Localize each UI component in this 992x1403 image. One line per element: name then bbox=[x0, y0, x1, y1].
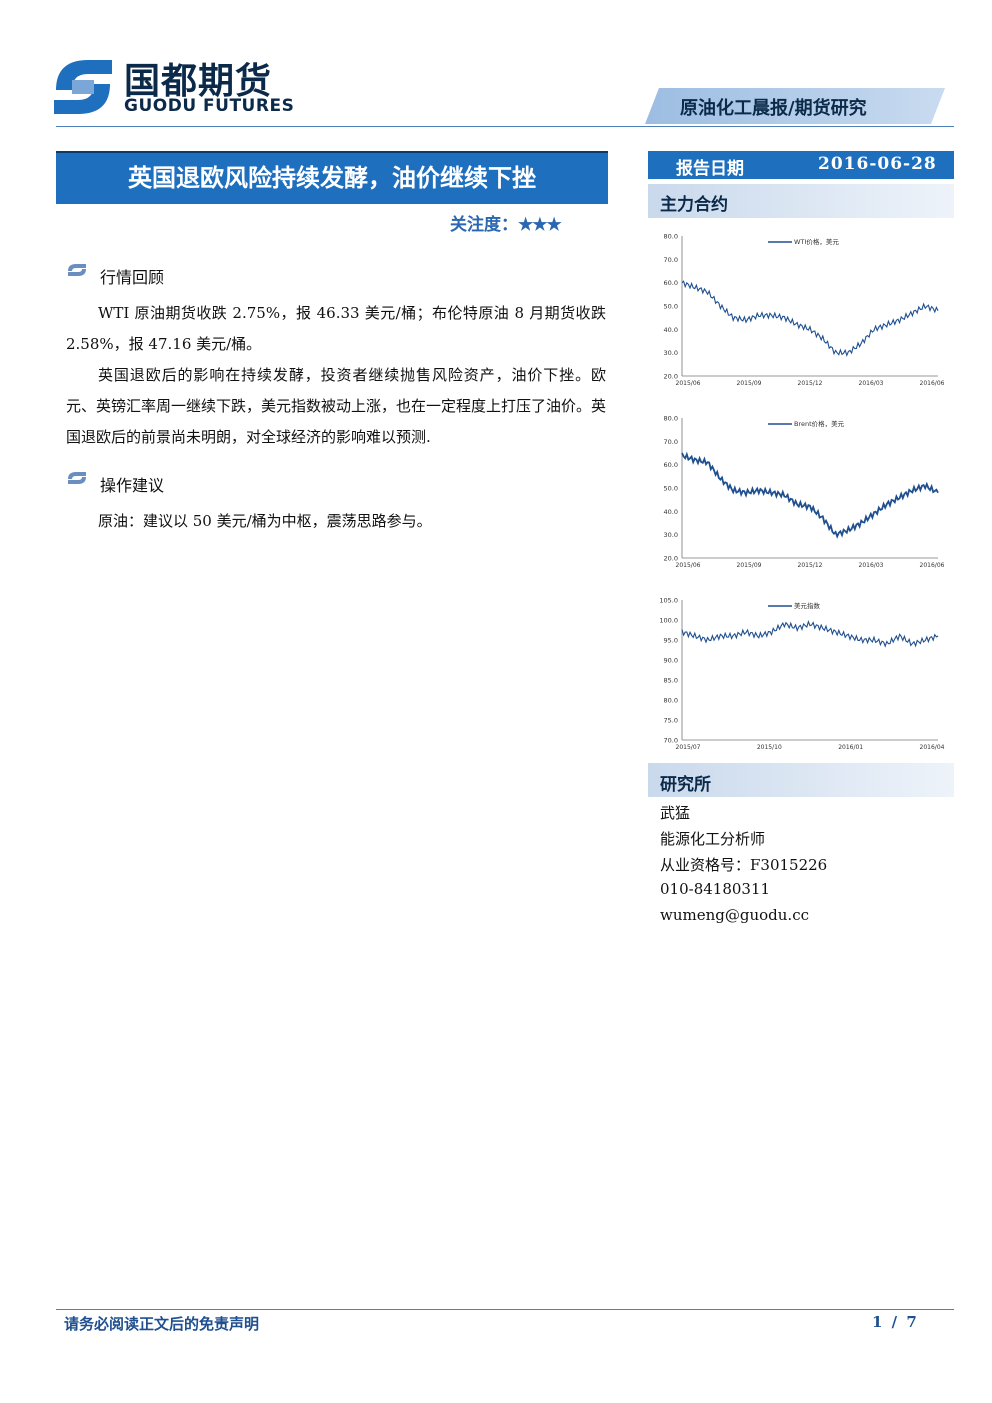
y-tick-label: 80.0 bbox=[664, 415, 678, 423]
review-paragraph-2: 英国退欧后的影响在持续发酵，投资者继续抛售风险资产，油价下挫。欧元、英镑汇率周一… bbox=[66, 366, 607, 446]
y-tick-label: 80.0 bbox=[664, 697, 678, 705]
y-tick-label: 30.0 bbox=[664, 531, 678, 539]
x-tick-label: 2016/06 bbox=[920, 562, 945, 569]
x-tick-label: 2015/09 bbox=[737, 380, 762, 387]
y-tick-label: 105.0 bbox=[659, 597, 678, 605]
page-number: 1 / 7 bbox=[872, 1313, 919, 1331]
section-bullet-icon bbox=[68, 264, 86, 276]
report-type-banner bbox=[645, 88, 945, 124]
x-tick-label: 2015/10 bbox=[757, 744, 782, 751]
analyst-name: 武猛 bbox=[660, 804, 691, 822]
brand-name-cn: 国都期货 bbox=[124, 61, 273, 102]
y-tick-label: 30.0 bbox=[664, 349, 678, 357]
footer-rule bbox=[56, 1309, 954, 1310]
x-tick-label: 2015/07 bbox=[676, 744, 701, 751]
y-tick-label: 85.0 bbox=[664, 677, 678, 685]
legend-label: Brent价格，美元 bbox=[794, 419, 845, 428]
y-tick-label: 60.0 bbox=[664, 461, 678, 469]
series-line bbox=[681, 280, 939, 357]
x-tick-label: 2016/04 bbox=[920, 744, 945, 751]
y-tick-label: 20.0 bbox=[664, 555, 678, 563]
y-tick-label: 75.0 bbox=[664, 717, 678, 725]
y-tick-label: 70.0 bbox=[664, 438, 678, 446]
x-tick-label: 2015/06 bbox=[676, 380, 701, 387]
y-tick-label: 70.0 bbox=[664, 737, 678, 745]
y-tick-label: 60.0 bbox=[664, 279, 678, 287]
y-tick-label: 100.0 bbox=[659, 617, 678, 625]
report-title: 英国退欧风险持续发酵，油价继续下挫 bbox=[128, 163, 536, 192]
analyst-role: 能源化工分析师 bbox=[660, 830, 766, 848]
x-tick-label: 2015/06 bbox=[676, 562, 701, 569]
x-tick-label: 2016/03 bbox=[859, 562, 884, 569]
dollar-index-chart: 105.0 100.0 95.0 90.0 85.0 80.0 75.0 70.02015/0… bbox=[659, 597, 945, 752]
report-date-label: 报告日期 bbox=[676, 159, 744, 179]
report-type-label: 原油化工晨报/期货研究 bbox=[680, 98, 867, 119]
y-tick-label: 50.0 bbox=[664, 303, 678, 311]
legend-label: 美元指数 bbox=[794, 601, 821, 610]
x-tick-label: 2016/06 bbox=[920, 380, 945, 387]
y-tick-label: 40.0 bbox=[664, 508, 678, 516]
attention-label: 关注度： bbox=[450, 215, 518, 235]
contracts-header bbox=[648, 184, 954, 218]
disclaimer-link[interactable]: 请务必阅读正文后的免责声明 bbox=[64, 1315, 260, 1333]
analyst-license: 从业资格号：F3015226 bbox=[660, 856, 828, 874]
header-rule bbox=[56, 126, 954, 127]
contracts-title: 主力合约 bbox=[660, 195, 728, 215]
y-tick-label: 80.0 bbox=[664, 233, 678, 241]
x-tick-label: 2016/03 bbox=[859, 380, 884, 387]
x-tick-label: 2015/12 bbox=[798, 562, 823, 569]
y-tick-label: 95.0 bbox=[664, 637, 678, 645]
research-header bbox=[648, 763, 954, 797]
title-bar bbox=[56, 151, 608, 204]
y-tick-label: 20.0 bbox=[664, 373, 678, 381]
series-line bbox=[681, 451, 939, 539]
title-bar-line bbox=[56, 151, 608, 153]
research-title: 研究所 bbox=[660, 775, 711, 795]
legend-label: WTI价格，美元 bbox=[794, 237, 839, 246]
section-title-advice: 操作建议 bbox=[100, 476, 165, 495]
report-date-bar bbox=[648, 151, 954, 179]
analyst-email[interactable]: wumeng@guodu.cc bbox=[660, 906, 809, 924]
series-line bbox=[681, 620, 939, 648]
attention-rating: 关注度：★★★ bbox=[450, 210, 562, 235]
star-icon: ★★★ bbox=[518, 215, 562, 235]
x-tick-label: 2015/12 bbox=[798, 380, 823, 387]
y-tick-label: 50.0 bbox=[664, 485, 678, 493]
analyst-phone: 010-84180311 bbox=[660, 880, 771, 898]
y-tick-label: 40.0 bbox=[664, 326, 678, 334]
y-tick-label: 70.0 bbox=[664, 256, 678, 264]
review-paragraph-1: WTI 原油期货收跌 2.75%，报 46.33 美元/桶；布伦特原油 8 月期… bbox=[66, 304, 606, 353]
advice-paragraph: 原油：建议以 50 美元/桶为中枢，震荡思路参与。 bbox=[98, 512, 432, 530]
section-bullet-icon bbox=[68, 472, 86, 484]
report-date-value: 2016-06-28 bbox=[818, 154, 937, 174]
y-tick-label: 90.0 bbox=[664, 657, 678, 665]
section-title-review: 行情回顾 bbox=[100, 268, 165, 287]
brand-name-en: GUODU FUTURES bbox=[124, 96, 295, 116]
x-tick-label: 2016/01 bbox=[838, 744, 863, 751]
guodu-logo bbox=[52, 56, 114, 116]
x-tick-label: 2015/09 bbox=[737, 562, 762, 569]
